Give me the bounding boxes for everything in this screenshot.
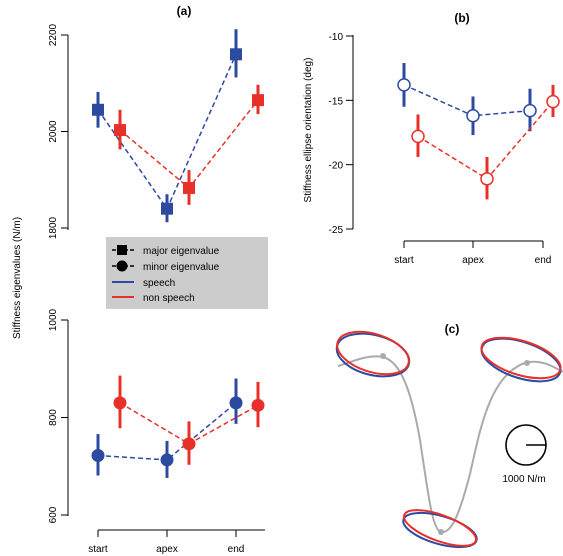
panel-b-y-tick-label: -10 (329, 32, 344, 43)
panel-b-y-tick-label: -25 (329, 225, 344, 236)
panel-b-title: (b) (454, 11, 469, 25)
marker-non_speech-minor-apex (182, 437, 196, 451)
panel-b-marker-non_speech-end (546, 94, 560, 109)
panel-a-upper-y-tick-label: 2200 (48, 23, 59, 46)
panel-a-x-tick-label: start (88, 544, 108, 555)
apex-ellipse-non-speech (403, 509, 477, 547)
marker-speech-major-start (92, 103, 104, 116)
marker-non_speech-major-apex (183, 181, 195, 194)
legend-label: speech (143, 278, 175, 289)
marker-non_speech-minor-start (113, 396, 127, 410)
panel-a-upper-y-tick-label: 1800 (48, 216, 59, 239)
panel-a-x-tick-label: end (228, 544, 245, 555)
panel-a-lower-y-tick-label: 800 (48, 409, 59, 426)
marker-non_speech-major-start (114, 124, 126, 137)
scale-label: 1000 N/m (502, 474, 545, 485)
panel-b-series-line-speech (403, 84, 531, 117)
legend-label: non speech (143, 293, 195, 304)
panel-b-ylabel: Stiffness ellipse orientation (deg) (303, 58, 314, 203)
marker-speech-major-apex (161, 202, 173, 215)
legend-label: minor eigenvalue (143, 262, 220, 273)
end-ellipse-non-speech (480, 336, 562, 380)
marker-non_speech-minor-end (251, 398, 265, 412)
panel-c-diagram: 1000 N/m (335, 330, 563, 549)
trajectory-point-start (380, 353, 386, 359)
panel-a-lower-y-tick-label: 1000 (48, 308, 59, 331)
start-ellipse-non-speech (336, 330, 410, 376)
marker-speech-minor-apex (160, 453, 174, 467)
panel-a-title: (a) (177, 4, 192, 18)
panel-a-x-tick-label: apex (156, 544, 178, 555)
panel-a-upper-y-tick-label: 2000 (48, 120, 59, 143)
series-line-speech-minor (97, 402, 237, 461)
legend-square-marker (117, 245, 127, 255)
trajectory-point-apex (438, 529, 444, 535)
panel-b-x-tick-label: start (394, 255, 414, 266)
marker-speech-major-end (230, 48, 242, 61)
panel-b-y-tick-label: -20 (329, 161, 344, 172)
panel-a-ylabel: Stiffness eigenvalues (N/m) (12, 217, 23, 339)
panel-b-marker-speech-start (397, 78, 411, 92)
legend-label: major eigenvalue (143, 246, 220, 257)
panel-b-x-tick-label: apex (462, 255, 484, 266)
panel-b-x-tick-label: end (535, 255, 552, 266)
panel-a-lower-y-tick-label: 600 (48, 506, 59, 523)
marker-speech-minor-end (229, 396, 243, 410)
panel-b-marker-non_speech-apex (480, 172, 494, 186)
marker-speech-minor-start (91, 449, 105, 463)
marker-non_speech-major-end (252, 94, 264, 107)
panel-b-y-tick-label: -15 (329, 96, 344, 107)
panel-c-title: (c) (445, 322, 460, 336)
panel-b-marker-speech-apex (466, 109, 480, 123)
panel-b-marker-non_speech-start (411, 129, 425, 144)
panel-b-marker-speech-end (523, 103, 537, 118)
trajectory-point-end (524, 360, 530, 366)
legend-circle-marker (116, 260, 128, 272)
